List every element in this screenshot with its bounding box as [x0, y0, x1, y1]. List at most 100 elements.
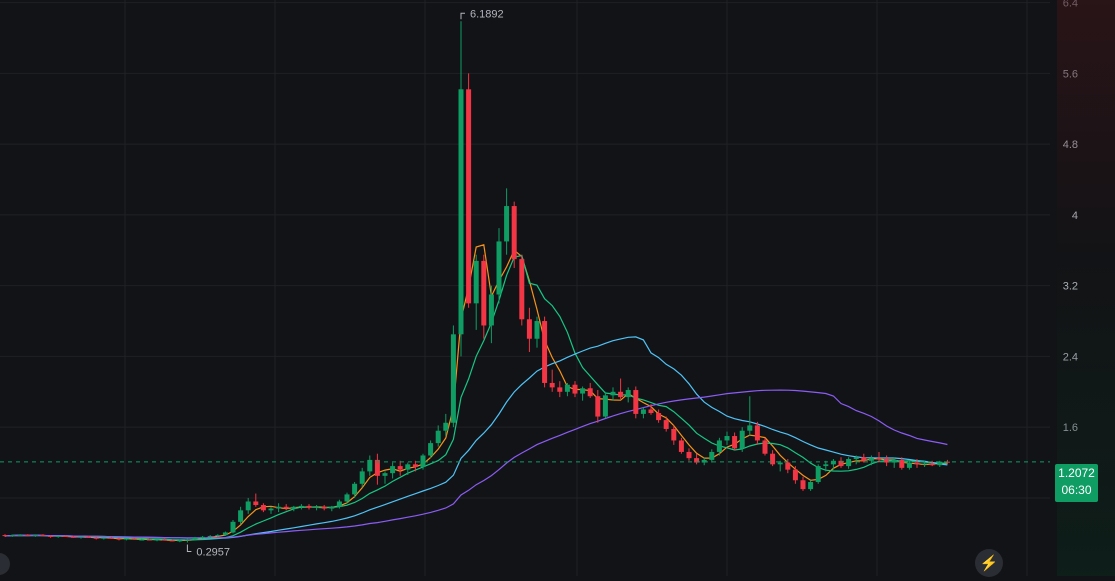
candle-body	[694, 458, 700, 463]
ma-line-25	[4, 336, 948, 539]
candle	[25, 534, 31, 537]
candle	[572, 381, 578, 398]
candle	[86, 535, 92, 538]
candle-body	[70, 536, 76, 538]
price-axis[interactable]: 0.81.62.43.244.85.66.4	[1063, 0, 1078, 505]
candle	[595, 390, 601, 423]
candle	[853, 455, 859, 465]
candle-body	[754, 425, 760, 441]
candle-body	[580, 388, 586, 394]
ma-line-50	[4, 389, 948, 539]
candle-body	[929, 463, 935, 466]
candle-body	[648, 409, 654, 414]
candle	[557, 381, 563, 398]
candle	[519, 254, 525, 326]
candle-body	[830, 460, 836, 465]
candle	[701, 457, 707, 466]
candle-body	[260, 505, 266, 511]
candle	[549, 369, 555, 392]
candle-body	[291, 506, 297, 509]
candle	[374, 453, 380, 485]
candle-body	[222, 532, 228, 536]
candle-body	[359, 471, 365, 484]
candle-body	[207, 535, 213, 537]
candle	[222, 531, 228, 536]
candle-body	[549, 382, 555, 388]
candle-body	[108, 537, 114, 539]
candle-body	[215, 535, 221, 537]
candle	[625, 387, 631, 403]
candle	[686, 448, 692, 461]
candle-body	[93, 537, 99, 539]
candle-body	[663, 420, 669, 429]
candle-body	[526, 319, 532, 339]
candle	[770, 450, 776, 467]
high-marker: 6.1892	[460, 8, 504, 20]
candle	[230, 520, 236, 534]
candle-body	[724, 436, 730, 441]
candle-body	[397, 466, 403, 470]
candle-body	[823, 464, 829, 467]
candle-body	[374, 459, 380, 476]
candle-body	[846, 459, 852, 467]
candle	[846, 457, 852, 469]
candle	[466, 73, 472, 308]
candle	[63, 535, 69, 537]
candle	[861, 453, 867, 463]
candle-body	[428, 443, 434, 456]
candle	[192, 536, 198, 541]
candle	[526, 307, 532, 352]
candle	[390, 462, 396, 479]
ma-line-4	[4, 244, 948, 542]
candle	[724, 431, 730, 445]
candle	[648, 404, 654, 415]
quick-action-button[interactable]: ⚡	[975, 549, 1003, 577]
candle-body	[481, 260, 487, 326]
candle-body	[48, 535, 54, 537]
candle-body	[861, 457, 867, 461]
candle-body	[739, 430, 745, 449]
candle	[838, 457, 844, 468]
candle	[443, 413, 449, 437]
candle	[207, 535, 213, 538]
candle	[298, 504, 304, 510]
candle	[162, 538, 168, 541]
candle-body	[86, 536, 92, 538]
high-price-label: 6.1892	[470, 8, 504, 20]
candle	[10, 535, 16, 537]
candle	[785, 459, 791, 474]
candle-body	[914, 462, 920, 465]
candle-body	[747, 425, 753, 431]
candle-body	[40, 535, 46, 537]
candle-body	[314, 506, 320, 508]
candle	[435, 425, 441, 447]
candle	[899, 457, 905, 470]
candle-body	[671, 428, 677, 441]
candle	[184, 538, 190, 543]
candles	[2, 21, 950, 543]
candle-body	[412, 464, 418, 467]
candle	[169, 539, 175, 542]
candle	[488, 285, 494, 344]
candle-body	[716, 440, 722, 452]
candle-body	[640, 409, 646, 414]
candle	[32, 535, 38, 537]
candle	[116, 537, 122, 541]
candle-body	[78, 536, 84, 538]
candle-body	[435, 430, 441, 444]
candle	[496, 228, 502, 304]
corner-button[interactable]	[0, 553, 10, 575]
candle	[633, 386, 639, 419]
candle	[876, 451, 882, 463]
candle-body	[572, 384, 578, 394]
candle	[146, 538, 152, 541]
candle	[564, 382, 570, 397]
candle	[747, 396, 753, 437]
candle-body	[815, 466, 821, 483]
candle-body	[329, 506, 335, 509]
y-axis-tick-label: 1.6	[1063, 422, 1078, 434]
candle	[382, 471, 388, 484]
candle	[777, 460, 783, 472]
